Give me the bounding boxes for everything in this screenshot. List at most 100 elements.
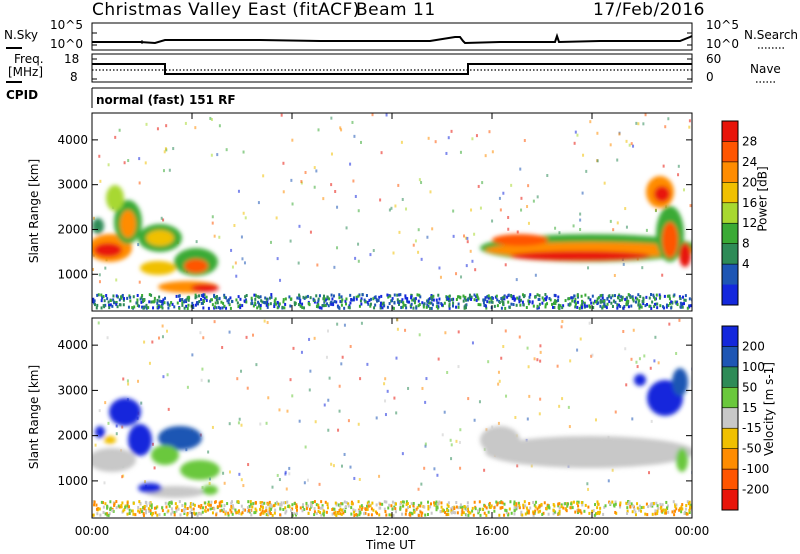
- echo-cell: [361, 506, 364, 510]
- echo-cell: [648, 471, 651, 475]
- echo-cell: [410, 511, 413, 515]
- echo-cell: [321, 304, 324, 308]
- echo-cell: [577, 500, 580, 504]
- echo-cell: [121, 501, 124, 505]
- time-axis-label: Time UT: [366, 538, 416, 552]
- echo-cell: [319, 506, 322, 510]
- echo-cell: [305, 295, 308, 299]
- echo-cell: [233, 224, 236, 228]
- echo-cell: [260, 511, 263, 515]
- echo-cell: [436, 473, 439, 477]
- echo-cell: [421, 511, 424, 515]
- echo-cell: [93, 500, 96, 504]
- echo-cell: [432, 294, 435, 298]
- freq-unit: [MHz]: [8, 65, 44, 79]
- echo-cell: [282, 300, 285, 304]
- echo-cell: [567, 502, 570, 506]
- echo-cell: [503, 513, 506, 517]
- echo-cell: [219, 500, 222, 504]
- echo-cell: [284, 470, 287, 474]
- echo-cell: [684, 298, 687, 302]
- echo-cell: [501, 299, 504, 303]
- echo-cell: [457, 330, 460, 334]
- echo-cell: [551, 302, 554, 306]
- echo-cell: [253, 293, 256, 297]
- echo-cell: [392, 513, 395, 517]
- echo-cell: [170, 301, 173, 305]
- echo-cell: [338, 306, 341, 310]
- echo-cell: [100, 299, 103, 303]
- echo-cell: [390, 206, 393, 210]
- echo-cell: [151, 300, 154, 304]
- echo-cell: [433, 503, 436, 507]
- echo-cell: [391, 299, 394, 303]
- echo-cell: [218, 296, 221, 300]
- echo-cell: [183, 300, 186, 304]
- echo-cell: [425, 377, 428, 381]
- echo-cell: [281, 305, 284, 309]
- echo-cell: [269, 512, 272, 516]
- echo-cell: [401, 305, 404, 309]
- echo-cell: [303, 306, 306, 310]
- echo-cell: [331, 297, 334, 301]
- echo-cell: [173, 510, 176, 514]
- echo-cell: [286, 409, 289, 413]
- echo-cell: [378, 295, 381, 299]
- echo-cell: [321, 506, 324, 510]
- echo-cell: [568, 297, 571, 301]
- echo-cell: [149, 503, 152, 507]
- echo-cell: [264, 301, 267, 305]
- echo-cell: [636, 502, 639, 506]
- echo-cell: [259, 507, 262, 511]
- echo-cell: [349, 293, 352, 297]
- echo-cell: [254, 510, 257, 514]
- echo-cell: [514, 415, 517, 419]
- echo-cell: [170, 501, 173, 505]
- echo-cell: [239, 306, 242, 310]
- echo-cell: [176, 505, 179, 509]
- echo-cell: [471, 509, 474, 513]
- echo-cell: [429, 301, 432, 305]
- echo-cell: [145, 501, 148, 505]
- echo-cell: [411, 512, 414, 516]
- echo-cell: [616, 158, 619, 162]
- echo-cell: [357, 242, 360, 246]
- echo-cell: [161, 302, 164, 306]
- echo-cell: [590, 301, 593, 305]
- echo-cell: [219, 509, 222, 513]
- echo-cell: [137, 243, 140, 247]
- echo-cell: [410, 302, 413, 306]
- echo-cell: [665, 305, 668, 309]
- echo-cell: [544, 303, 547, 307]
- echo-cell: [450, 511, 453, 515]
- echo-cell: [584, 503, 587, 507]
- echo-cell: [536, 358, 539, 362]
- echo-cell: [414, 299, 417, 303]
- echo-cell: [198, 299, 201, 303]
- echo-cell: [634, 296, 637, 300]
- echo-cell: [326, 502, 329, 506]
- echo-cell: [592, 509, 595, 513]
- echo-cell: [216, 301, 219, 305]
- echo-cell: [106, 336, 109, 340]
- echo-cell: [264, 296, 267, 300]
- echo-cell: [477, 303, 480, 307]
- echo-cell: [430, 294, 433, 298]
- echo-cell: [320, 306, 323, 310]
- echo-cell: [438, 500, 441, 504]
- echo-cell: [341, 355, 344, 359]
- echo-cell: [358, 477, 361, 481]
- echo-cell: [574, 130, 577, 134]
- echo-cell: [554, 226, 557, 230]
- echo-cell: [271, 513, 274, 517]
- date-label: 17/Feb/2016: [593, 0, 705, 20]
- echo-cell: [461, 510, 464, 514]
- echo-cell: [644, 304, 647, 308]
- echo-cell: [581, 302, 584, 306]
- echo-cell: [242, 484, 245, 488]
- echo-cell: [611, 500, 614, 504]
- colorbar-segment: [722, 448, 738, 470]
- echo-cell: [441, 433, 444, 437]
- echo-cell: [358, 293, 361, 297]
- echo-cell: [579, 509, 582, 513]
